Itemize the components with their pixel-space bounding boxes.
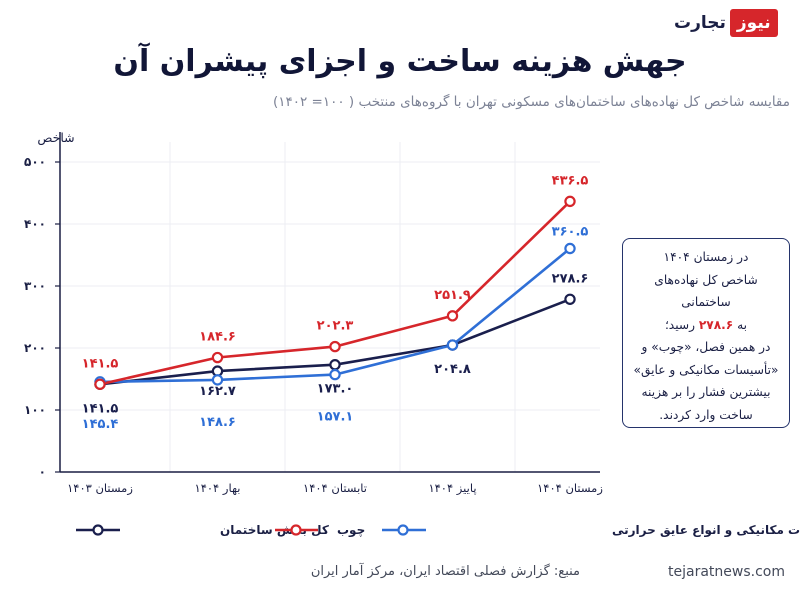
info-line-3-post: رسید؛: [664, 317, 699, 332]
brand-logo: نیوز تجارت: [674, 6, 792, 40]
data-point: [446, 310, 459, 322]
data-point: [564, 195, 576, 208]
data-label: ۲۵۱.۹: [434, 288, 471, 303]
data-point: [329, 368, 341, 381]
data-label: ۱۴۸.۶: [199, 415, 236, 430]
data-point: [564, 293, 576, 305]
legend-label: چوب: [337, 523, 365, 538]
data-label: ۲۰۲.۳: [317, 319, 354, 334]
data-label: ۳۶۰.۵: [552, 224, 589, 239]
data-point: [329, 340, 341, 353]
legend-label: کل بخش ساختمان: [220, 523, 329, 537]
data-point: [564, 242, 576, 255]
info-box: در زمستان ۱۴۰۴ شاخص کل نهاده‌های ساختمان…: [622, 238, 790, 428]
info-line-4: در همین فصل، «چوب» و: [641, 340, 771, 354]
website-url[interactable]: tejaratnews.com: [668, 564, 785, 580]
label-layer: ۱۴۱.۵ ۱۶۲.۷ ۱۷۳.۰ ۲۰۴.۸ ۲۷۸.۶ ۱۴۱.۵ ۱۸۴.۶ ۲۰۲.۳…: [82, 173, 589, 431]
data-point: [446, 339, 459, 351]
data-label: ۱۶۲.۷: [199, 384, 236, 399]
legend-label: تأسیسات مکانیکی و انواع عایق حرارتی: [612, 522, 800, 538]
data-label: ۱۷۳.۰: [317, 382, 354, 397]
brand-logo-part-a: نیوز: [729, 9, 778, 37]
y-tick-label: ۳۰۰: [24, 279, 46, 293]
chart-title: جهش هزینه ساخت و اجزای پیشران آن: [113, 44, 687, 79]
data-label: ۱۸۴.۶: [199, 330, 236, 345]
info-line-6: بیشترین فشار را بر هزینه: [641, 385, 771, 399]
info-line-3: به ۲۷۸.۶ رسید؛: [631, 314, 781, 337]
axis-layer: ۰ ۱۰۰ ۲۰۰ ۳۰۰ ۴۰۰ ۵۰۰ شاخص زمستان ۱۴۰۳ بهار ۱۴۰۴…: [24, 130, 603, 496]
x-tick-label: پاییز ۱۴۰۴: [428, 481, 476, 496]
data-point: [329, 359, 341, 371]
legend-marker: [397, 524, 409, 536]
data-label: ۱۴۱.۵: [82, 401, 119, 416]
x-tick-label: بهار ۱۴۰۴: [195, 481, 241, 496]
legend-layer: کل بخش ساختمان چوب تأسیسات مکانیکی و انواع…: [76, 522, 800, 538]
data-label: ۱۴۵.۴: [82, 417, 119, 432]
data-point: [211, 374, 224, 386]
grid-layer: [60, 142, 600, 472]
x-tick-label: تابستان ۱۴۰۴: [303, 481, 367, 495]
info-line-5: «تأسیسات مکانیکی و عایق»: [633, 362, 779, 377]
data-label: ۴۳۶.۵: [552, 173, 589, 188]
info-line-3-pre: به: [733, 317, 748, 332]
series-layer: [94, 195, 576, 390]
legend-marker: [92, 524, 104, 536]
x-tick-label: زمستان ۱۴۰۳: [67, 481, 133, 496]
data-point: [94, 378, 106, 390]
data-label: ۲۷۸.۶: [552, 271, 589, 286]
info-line-1: در زمستان ۱۴۰۴: [663, 250, 749, 264]
y-tick-label: ۱۰۰: [24, 403, 46, 417]
data-label: ۱۴۱.۵: [82, 356, 119, 371]
info-line-7: ساخت وارد کردند.: [659, 407, 753, 422]
y-tick-label: ۵۰۰: [24, 155, 46, 169]
chart-subtitle: مقایسه شاخص کل نهاده‌های ساختمان‌های مسک…: [272, 94, 790, 110]
info-line-2: شاخص کل نهاده‌های ساختمانی: [654, 272, 758, 310]
data-label: ۲۰۴.۸: [434, 362, 471, 377]
y-tick-label: ۴۰۰: [24, 217, 46, 231]
y-tick-label: ۰: [39, 465, 46, 479]
data-label: ۱۵۷.۱: [317, 410, 354, 425]
x-tick-label: زمستان ۱۴۰۴: [537, 481, 603, 496]
brand-logo-part-b: تجارت: [674, 13, 726, 33]
data-point: [211, 351, 224, 364]
info-highlight-value: ۲۷۸.۶: [698, 317, 734, 332]
y-tick-label: ۲۰۰: [24, 341, 46, 355]
y-axis-title: شاخص: [37, 130, 74, 146]
source-note: منبع: گزارش فصلی اقتصاد ایران، مرکز آمار…: [310, 564, 580, 579]
legend-marker: [290, 524, 302, 536]
